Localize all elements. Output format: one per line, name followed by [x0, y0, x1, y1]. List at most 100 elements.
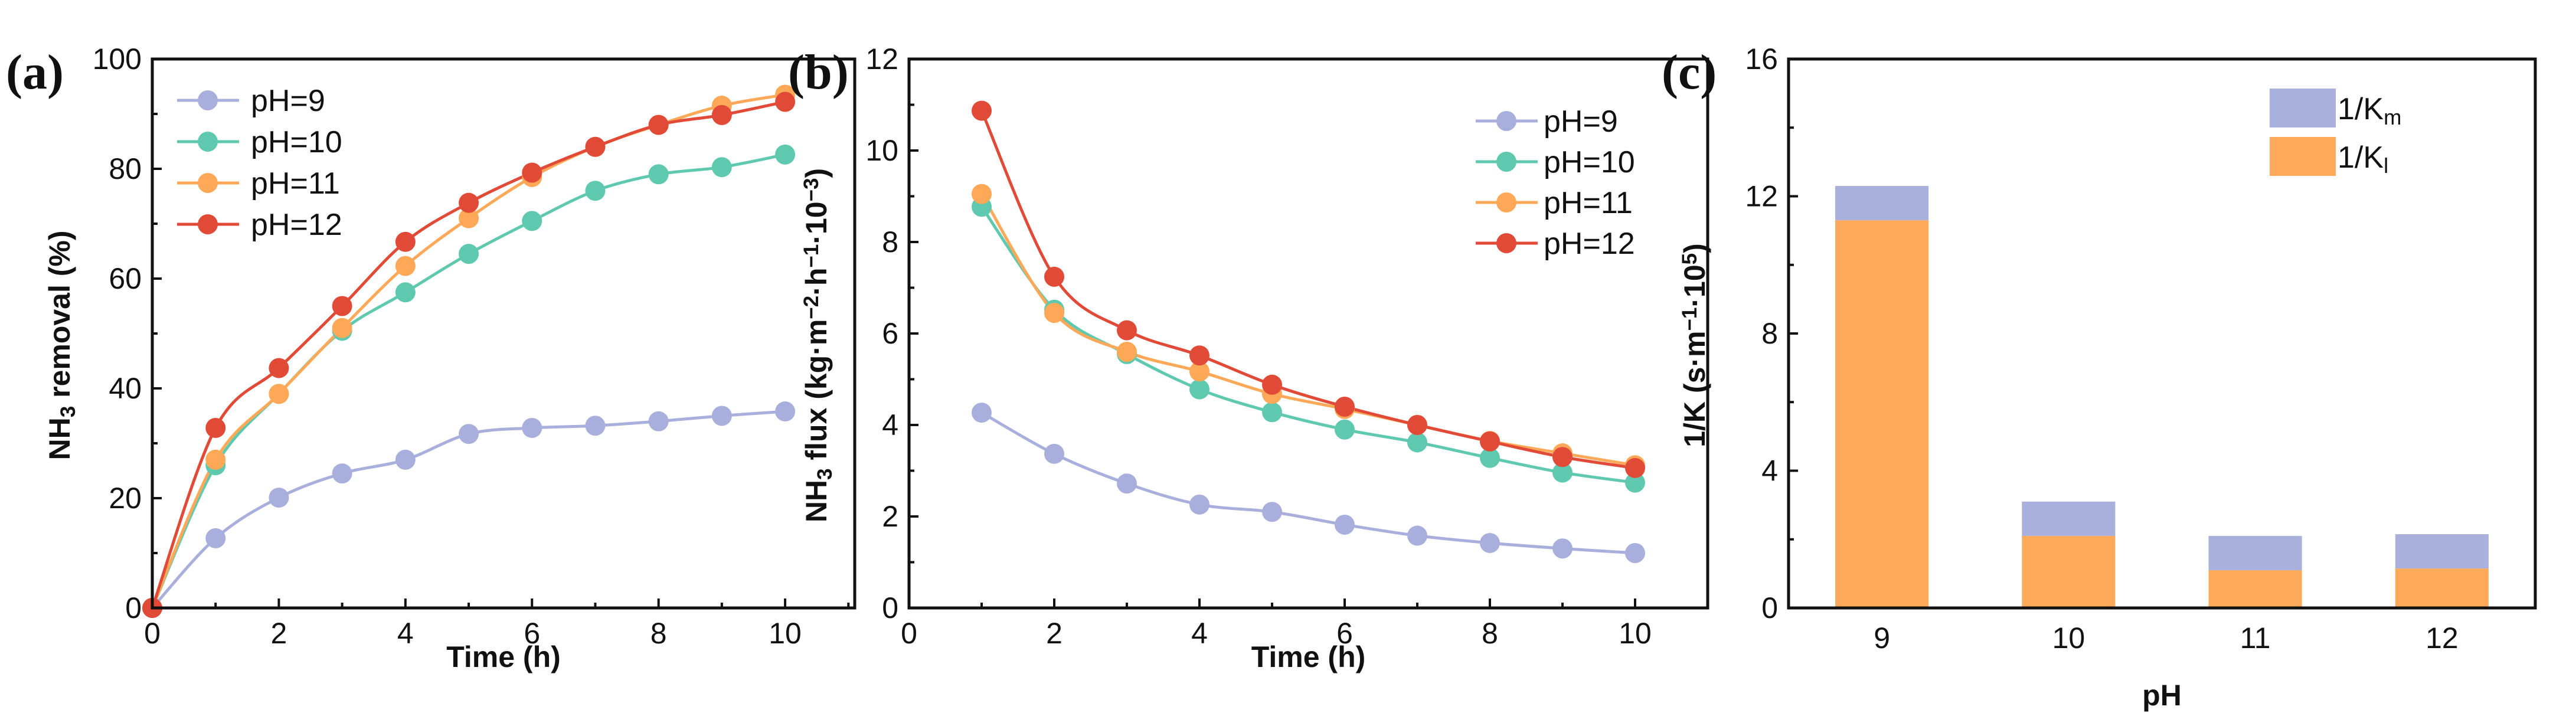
text-part: −2	[800, 296, 823, 319]
bar-segment	[2208, 570, 2302, 608]
legend-marker	[1496, 192, 1516, 212]
y-tick-label: 80	[109, 152, 142, 185]
series-line-pH=9	[980, 411, 1636, 555]
bar-segment	[2208, 535, 2302, 571]
y-tick-label: 0	[125, 591, 142, 624]
panel-b: (b) 0 2 4 6 8 10 12 0 2 4 6 8 10 Time (h) NH3 flux (kg·…	[788, 42, 1709, 673]
data-point	[1335, 397, 1355, 417]
x-axis-title: Time (h)	[446, 640, 561, 673]
bar-segment	[2022, 535, 2116, 608]
data-point	[711, 157, 732, 178]
text-part: −3	[800, 178, 823, 201]
text-part: NH	[800, 480, 833, 522]
data-point	[395, 256, 416, 276]
data-point	[459, 192, 479, 213]
data-point	[1407, 415, 1427, 435]
data-point	[972, 184, 992, 204]
x-tick-label: 0	[901, 617, 917, 650]
legend-marker	[1496, 152, 1516, 172]
data-point	[1117, 342, 1137, 362]
data-point	[332, 463, 352, 484]
data-point	[775, 144, 796, 165]
data-point	[585, 416, 606, 436]
data-point	[1625, 457, 1645, 478]
legend-label: pH=11	[251, 166, 340, 201]
x-tick-label: 6	[1336, 617, 1353, 650]
x-axis-title: pH	[2142, 679, 2182, 712]
series-line-pH=12	[980, 110, 1636, 470]
data-point	[1044, 443, 1064, 464]
legend-label: pH=9	[1544, 104, 1618, 139]
bar-segment	[2395, 534, 2489, 569]
x-tick-label: 4	[397, 617, 414, 650]
data-point	[332, 318, 352, 338]
data-point	[648, 411, 669, 431]
legend-swatch	[2270, 137, 2336, 176]
text-part: 1/K	[2338, 92, 2384, 126]
x-axis-title: Time (h)	[1251, 640, 1366, 673]
data-point	[459, 208, 479, 228]
data-point	[522, 162, 542, 183]
legend-label: 1/Km	[2338, 92, 2401, 129]
text-part: −1	[1678, 308, 1701, 331]
data-point	[711, 104, 732, 125]
bar-segment	[2022, 501, 2116, 536]
text-part: ·h	[800, 268, 833, 296]
data-point	[522, 417, 542, 438]
data-point	[711, 405, 732, 426]
y-tick-label: 2	[882, 500, 898, 533]
x-tick-label: 8	[650, 617, 667, 650]
data-point	[972, 403, 992, 423]
x-tick-label: 10	[769, 617, 802, 650]
data-point	[1335, 419, 1355, 440]
data-point	[648, 115, 669, 135]
y-tick-label: 0	[1761, 591, 1778, 624]
data-point	[1044, 303, 1064, 323]
data-point	[1189, 361, 1209, 382]
data-point	[1480, 431, 1500, 452]
text-part: flux (kg·m	[800, 319, 833, 469]
legend-marker	[1496, 111, 1516, 131]
y-tick-label: 6	[882, 317, 898, 350]
data-point	[1262, 402, 1282, 423]
text-part: ·10	[1678, 264, 1711, 307]
data-point	[395, 282, 416, 303]
data-point	[1189, 345, 1209, 366]
data-point	[1044, 266, 1064, 287]
y-tick-label: 4	[1761, 454, 1778, 488]
data-point	[522, 211, 542, 231]
panel-label: (a)	[6, 45, 64, 100]
legend-label: pH=9	[251, 84, 325, 118]
x-tick-label: 10	[2052, 622, 2085, 655]
y-tick-label: 12	[865, 42, 898, 76]
x-tick-label: 0	[144, 617, 161, 650]
data-point	[1625, 472, 1645, 493]
data-point	[1625, 543, 1645, 563]
legend-label: 1/Kl	[2338, 140, 2388, 178]
data-point	[332, 296, 352, 316]
text-part: 1/K	[2338, 140, 2384, 175]
y-tick-label: 60	[109, 262, 142, 295]
x-tick-label: 9	[1874, 622, 1890, 655]
text-part: removal (%)	[43, 230, 76, 405]
plot-frame	[907, 57, 1709, 610]
data-point	[1552, 447, 1573, 467]
text-part: ·10	[800, 201, 833, 244]
x-tick-label: 2	[1046, 617, 1063, 650]
data-point	[269, 384, 289, 404]
text-part: 5	[1678, 253, 1701, 264]
x-tick-label: 10	[1619, 617, 1652, 650]
data-point	[1117, 473, 1137, 494]
data-point	[1335, 514, 1355, 535]
data-point	[1552, 538, 1573, 559]
data-point	[269, 358, 289, 378]
text-part: −1	[800, 244, 823, 268]
text-part: l	[2384, 153, 2388, 178]
data-point	[1189, 494, 1209, 515]
data-point	[1407, 432, 1427, 453]
data-point	[1117, 320, 1137, 341]
x-tick-label: 12	[2425, 622, 2459, 655]
x-tick-label: 6	[524, 617, 540, 650]
